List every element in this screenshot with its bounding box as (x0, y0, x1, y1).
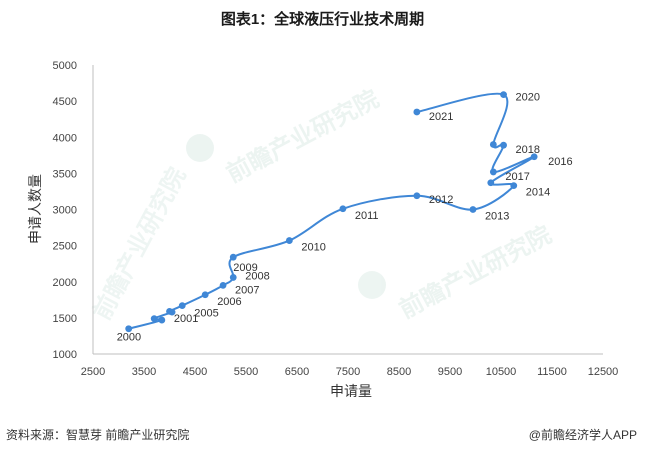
data-point (201, 291, 209, 299)
data-label: 2000 (117, 332, 141, 344)
data-point (469, 206, 477, 213)
footer: 资料来源：智慧芽 前瞻产业研究院 @前瞻经济学人APP (0, 420, 645, 452)
data-label: 2006 (217, 296, 241, 308)
x-tick-label: 6500 (285, 366, 309, 378)
y-tick-label: 2000 (53, 277, 77, 289)
data-label: 2021 (429, 111, 453, 123)
data-point (229, 274, 237, 281)
data-label: 2008 (245, 270, 269, 282)
x-tick-label: 4500 (183, 366, 207, 378)
data-point (229, 253, 237, 261)
data-point (339, 205, 347, 213)
chart-title: 图表1：全球液压行业技术周期 (220, 11, 425, 28)
tick-labels: 2500 3500 4500 5500 6500 7500 8500 9500 10500 115… (53, 60, 619, 378)
y-tick-label: 3000 (53, 205, 77, 217)
y-tick-label: 5000 (53, 60, 77, 72)
data-label: 2010 (301, 242, 325, 254)
axes (92, 65, 603, 355)
x-axis-label: 申请量 (330, 383, 372, 399)
data-point (413, 192, 421, 200)
watermark-text-bottom: 前瞻产业研究院 (395, 220, 556, 324)
data-label: 2009 (233, 262, 257, 274)
source-text: 资料来源：智慧芽 前瞻产业研究院 (6, 428, 190, 442)
y-tick-label: 2500 (53, 241, 77, 253)
watermark-logo-top: 前瞻产业研究院 (186, 85, 383, 189)
data-point (500, 141, 507, 149)
data-label: 2012 (429, 194, 453, 206)
x-tick-label: 12500 (588, 366, 619, 378)
x-tick-label: 2500 (81, 366, 105, 378)
y-tick-label: 1500 (53, 313, 77, 325)
data-label: 2011 (355, 210, 379, 222)
y-axis-label: 申请人数量 (27, 174, 43, 244)
x-tick-label: 8500 (387, 366, 411, 378)
data-label: 2017 (505, 171, 529, 183)
y-tick-label: 4500 (53, 96, 77, 108)
data-point (178, 302, 186, 309)
data-point (285, 237, 293, 244)
y-tick-label: 4000 (53, 132, 77, 144)
watermark-text-left: 前瞻产业研究院 (88, 163, 192, 324)
data-label: 2001 (174, 313, 198, 325)
data-point (166, 307, 173, 315)
data-point (489, 168, 497, 176)
data-point (150, 315, 158, 322)
x-tick-label: 3500 (132, 366, 156, 378)
y-tick-label: 1000 (53, 349, 77, 361)
watermark-logo-left: 前瞻产业研究院 (88, 163, 192, 324)
chart: 前瞻产业研究院 前瞻产业研究院 前瞻产业研究院 2500 3500 4500 5500… (27, 60, 619, 399)
x-tick-label: 5500 (234, 366, 258, 378)
data-point (219, 281, 227, 289)
x-tick-label: 9500 (438, 366, 462, 378)
x-tick-label: 11500 (537, 366, 567, 378)
data-points (125, 91, 538, 333)
x-tick-label: 7500 (336, 366, 360, 378)
data-point (510, 182, 518, 190)
data-label: 2018 (516, 144, 540, 156)
watermark-text-top: 前瞻产业研究院 (222, 85, 383, 189)
data-label: 2020 (516, 92, 540, 104)
data-point (500, 91, 507, 99)
data-point (489, 141, 497, 148)
data-point (487, 179, 495, 187)
data-point (158, 316, 166, 324)
brand-text: @前瞻经济学人APP (528, 428, 637, 442)
watermark-logo-bottom: 前瞻产业研究院 (358, 220, 556, 324)
x-tick-label: 10500 (486, 366, 517, 378)
data-label: 2014 (526, 187, 550, 199)
y-tick-label: 3500 (53, 168, 77, 180)
data-point (530, 153, 538, 161)
data-point (413, 108, 421, 116)
data-point (125, 325, 133, 333)
data-label: 2005 (194, 308, 218, 320)
data-label: 2007 (235, 284, 259, 296)
data-label: 2013 (485, 211, 509, 223)
data-label: 2016 (548, 156, 572, 168)
